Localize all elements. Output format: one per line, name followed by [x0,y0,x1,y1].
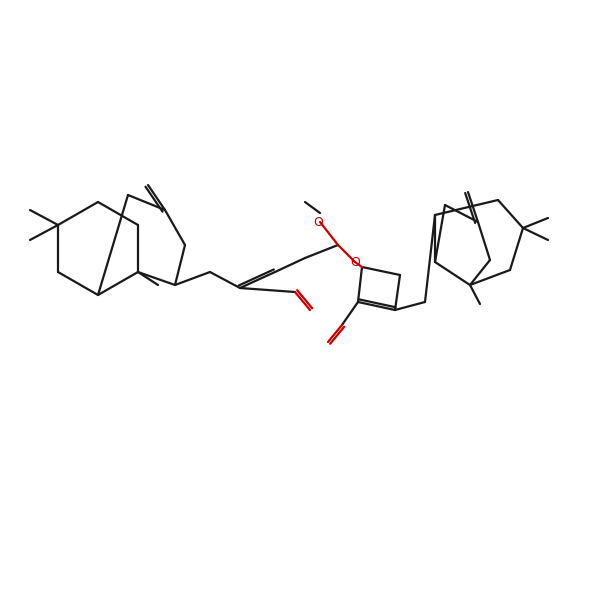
Text: O: O [350,256,360,269]
Text: O: O [313,215,323,229]
